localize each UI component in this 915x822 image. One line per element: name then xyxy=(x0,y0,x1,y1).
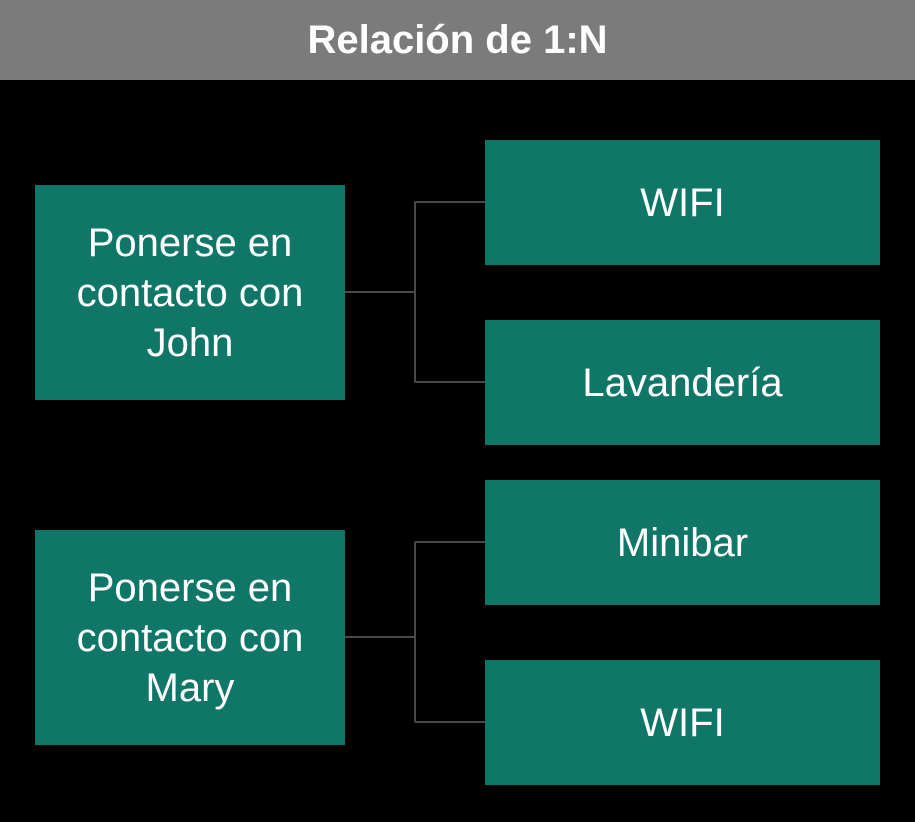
diagram-body: Ponerse en contacto con John WIFI Lavand… xyxy=(0,80,915,822)
node-label: Lavandería xyxy=(582,358,782,408)
node-label: WIFI xyxy=(640,178,724,228)
header-title: Relación de 1:N xyxy=(307,18,607,62)
node-label: Minibar xyxy=(617,518,748,568)
child-node-wifi-a: WIFI xyxy=(485,140,880,265)
node-label: Ponerse en contacto con John xyxy=(45,218,335,368)
diagram-container: Relación de 1:N Ponerse en contacto con … xyxy=(0,0,915,822)
child-node-lavanderia: Lavandería xyxy=(485,320,880,445)
parent-node-john: Ponerse en contacto con John xyxy=(35,185,345,400)
node-label: Ponerse en contacto con Mary xyxy=(45,563,335,713)
child-node-wifi-b: WIFI xyxy=(485,660,880,785)
parent-node-mary: Ponerse en contacto con Mary xyxy=(35,530,345,745)
header-bar: Relación de 1:N xyxy=(0,0,915,80)
child-node-minibar: Minibar xyxy=(485,480,880,605)
node-label: WIFI xyxy=(640,698,724,748)
